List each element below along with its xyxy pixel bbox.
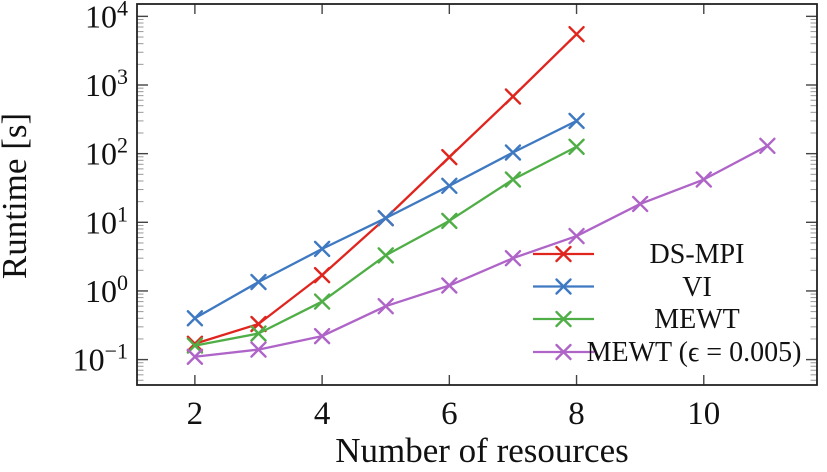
y-tick-label: 103 <box>85 64 128 103</box>
series-markers-ds-mpi <box>186 25 585 352</box>
x-axis-title: Number of resources <box>335 431 629 470</box>
y-tick-label: 101 <box>85 201 128 240</box>
x-tick-label: 2 <box>187 396 204 432</box>
series-markers-mewt <box>186 138 585 354</box>
legend-label-vi: VI <box>682 272 712 303</box>
x-tick-label: 8 <box>568 396 585 432</box>
plot-layer: 2 4 6 8 10 10−1 100 101 102 103 104 <box>73 0 818 432</box>
x-tick-label: 4 <box>314 396 331 432</box>
y-tick-label: 10−1 <box>73 339 128 378</box>
legend-sample-marker-vi <box>555 278 572 295</box>
legend-sample-marker-mewt <box>555 310 572 328</box>
legend-sample-marker-mewt-0-005 <box>555 343 572 361</box>
legend-label-mewt-eps: MEWT (ϵ = 0.005) <box>587 337 802 368</box>
y-tick-label: 100 <box>85 270 128 309</box>
series-markers-mewt-0-005 <box>186 137 776 365</box>
legend-label-mewt: MEWT <box>654 304 740 335</box>
series-line-mewt <box>194 145 578 347</box>
y-tick-label: 102 <box>85 133 128 172</box>
legend-sample-marker-ds-mpi <box>555 245 572 263</box>
plot-frame <box>136 3 818 386</box>
x-tick-label: 6 <box>441 396 458 432</box>
series-line-ds-mpi <box>194 33 578 345</box>
series-markers-vi <box>186 112 585 327</box>
legend-label-ds-mpi: DS-MPI <box>650 239 745 270</box>
y-tick-label: 104 <box>85 0 128 34</box>
y-axis-title: Runtime [s] <box>0 113 34 279</box>
x-tick-label: 10 <box>687 396 720 432</box>
series-line-mewt-0-005 <box>194 144 768 358</box>
